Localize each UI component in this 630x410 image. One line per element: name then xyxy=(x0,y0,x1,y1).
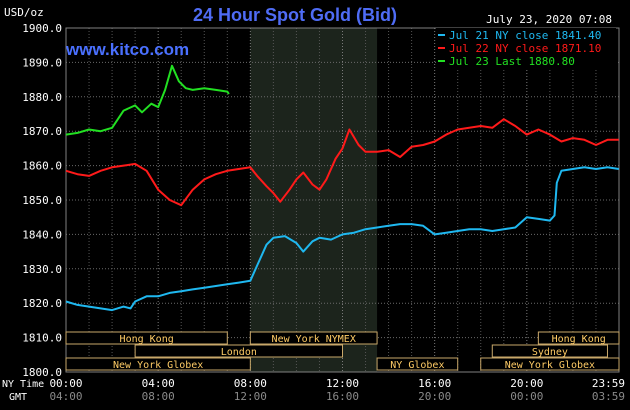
market-session-bar: London xyxy=(134,344,343,358)
market-bar-box xyxy=(480,357,620,371)
x-tick-label-ny: 08:00 xyxy=(234,377,267,390)
market-session-bars: Hong Kong London New York Globex New York N… xyxy=(65,331,620,371)
market-bar-box xyxy=(65,331,228,345)
y-tick-label: 1880.0 xyxy=(22,91,62,104)
market-bar-box xyxy=(65,357,251,371)
timestamp: July 23, 2020 07:08 xyxy=(486,13,612,26)
ny-time-label: NY Time xyxy=(2,379,44,390)
market-bar-label: New York NYMEX xyxy=(272,334,356,345)
market-session-bar: Hong Kong xyxy=(537,331,620,345)
legend-background xyxy=(436,28,616,68)
legend-entry: Jul 23 Last 1880.80 xyxy=(449,55,575,68)
y-tick-label: 1900.0 xyxy=(22,22,62,35)
x-tick-label-gmt: 12:00 xyxy=(234,390,267,403)
x-tick-label-gmt: 16:00 xyxy=(326,390,359,403)
y-tick-label: 1870.0 xyxy=(22,125,62,138)
market-bar-box xyxy=(376,357,459,371)
gmt-label: GMT xyxy=(9,392,27,403)
y-tick-label: 1830.0 xyxy=(22,263,62,276)
x-tick-label-ny: 12:00 xyxy=(326,377,359,390)
market-bar-box xyxy=(491,344,608,358)
plot-border xyxy=(65,27,620,373)
market-bar-box xyxy=(134,344,343,358)
market-bar-label: New York Globex xyxy=(113,360,203,371)
x-tick-label-gmt: 20:00 xyxy=(418,390,451,403)
market-session-bar: New York Globex xyxy=(480,357,620,371)
market-bar-box xyxy=(249,331,378,345)
chart-title: 24 Hour Spot Gold (Bid) xyxy=(193,5,397,25)
kitco-brand: www.kitco.com xyxy=(65,40,189,59)
market-session-bar: Hong Kong xyxy=(65,331,228,345)
x-tick-label-ny: 04:00 xyxy=(142,377,175,390)
market-bar-label: Hong Kong xyxy=(120,334,174,345)
x-tick-label-gmt: 03:59 xyxy=(592,390,625,403)
market-bar-box xyxy=(537,331,620,345)
market-bar-label: Sydney xyxy=(532,347,568,358)
legend-entry: Jul 22 NY close 1871.10 xyxy=(449,42,601,55)
x-tick-label-gmt: 08:00 xyxy=(142,390,175,403)
series-line-2 xyxy=(65,118,619,207)
market-session-bar: New York Globex xyxy=(65,357,251,371)
y-axis-unit-label: USD/oz xyxy=(4,6,44,19)
y-tick-label: 1890.0 xyxy=(22,56,62,69)
x-tick-label-ny: 16:00 xyxy=(418,377,451,390)
nymex-session-shade xyxy=(250,28,378,372)
y-tick-label: 1820.0 xyxy=(22,297,62,310)
market-session-bar: NY Globex xyxy=(376,357,459,371)
y-axis-tick-labels: 1900.0 1890.0 1880.0 1870.0 1860.0 1850.0 1840… xyxy=(22,22,62,379)
series-line-1 xyxy=(65,166,619,312)
x-axis-tick-labels: 00:00 04:00 08:00 12:00 16:00 20:00 23:5904:00… xyxy=(49,377,625,403)
market-bar-label: London xyxy=(221,347,257,358)
x-tick-label-ny: 00:00 xyxy=(49,377,82,390)
market-bar-label: NY Globex xyxy=(390,360,444,371)
grid-lines xyxy=(65,27,620,373)
series-lines xyxy=(65,64,619,312)
x-tick-label-gmt: 00:00 xyxy=(510,390,543,403)
x-tick-label-ny: 20:00 xyxy=(510,377,543,390)
series-line-3 xyxy=(65,64,230,136)
market-session-bar: New York NYMEX xyxy=(249,331,378,345)
legend-entry: Jul 21 NY close 1841.40 xyxy=(449,29,601,42)
market-bar-label: New York Globex xyxy=(505,360,595,371)
market-bar-label: Hong Kong xyxy=(552,334,606,345)
y-tick-label: 1850.0 xyxy=(22,194,62,207)
x-tick-label-ny: 23:59 xyxy=(592,377,625,390)
y-tick-label: 1860.0 xyxy=(22,160,62,173)
market-session-bar: Sydney xyxy=(491,344,608,358)
x-tick-label-gmt: 04:00 xyxy=(49,390,82,403)
y-tick-label: 1840.0 xyxy=(22,228,62,241)
y-tick-label: 1800.0 xyxy=(22,366,62,379)
y-tick-label: 1810.0 xyxy=(22,332,62,345)
